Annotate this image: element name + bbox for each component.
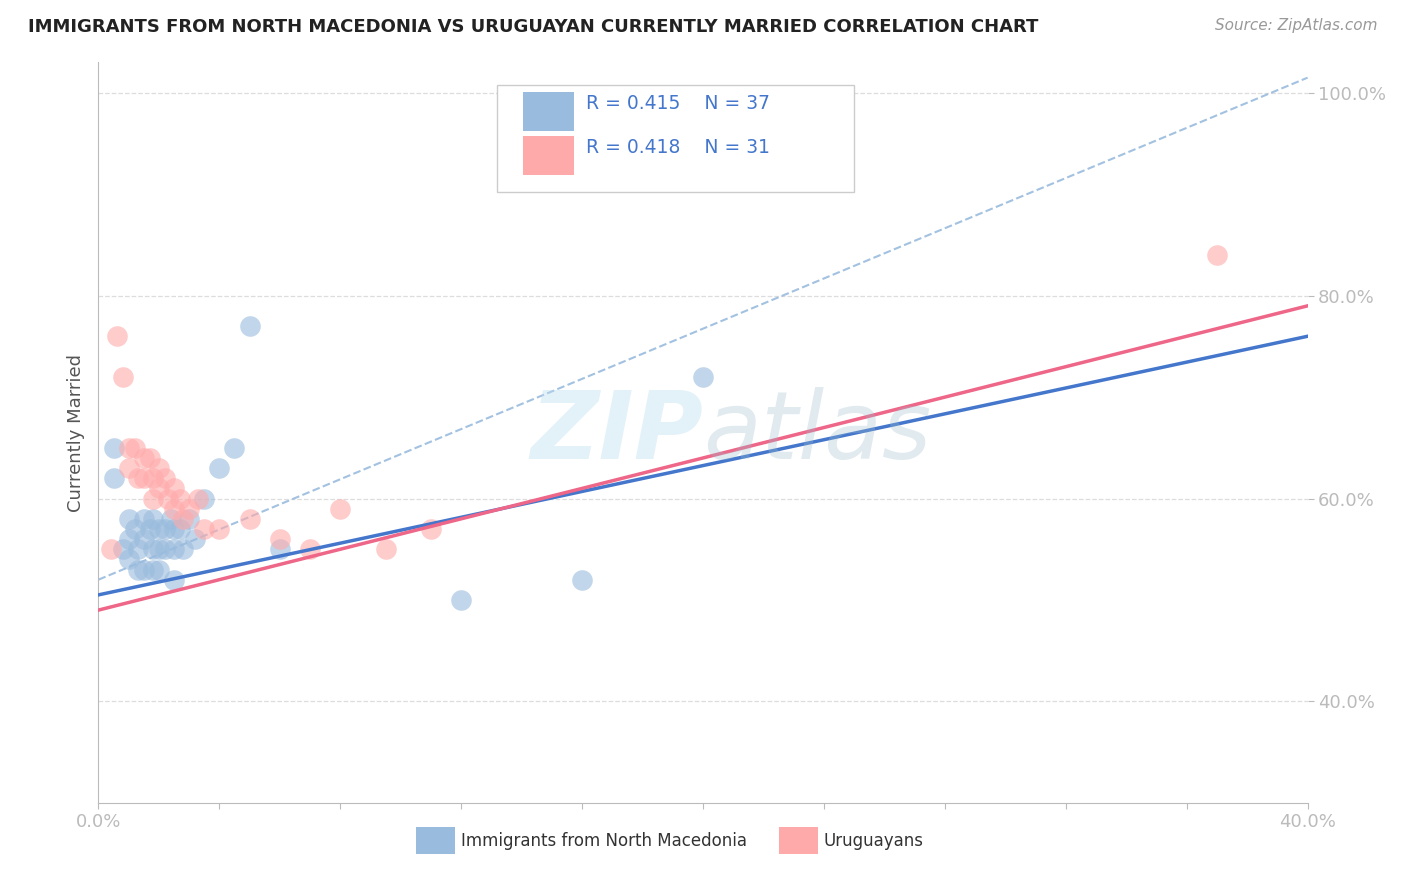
Point bbox=[163, 482, 186, 496]
Point bbox=[163, 522, 186, 536]
Point bbox=[103, 441, 125, 455]
Point bbox=[118, 441, 141, 455]
Point bbox=[193, 522, 215, 536]
Point bbox=[156, 491, 179, 506]
Point bbox=[142, 491, 165, 506]
Text: Immigrants from North Macedonia: Immigrants from North Macedonia bbox=[461, 831, 747, 849]
Point bbox=[127, 542, 149, 557]
Point bbox=[132, 562, 155, 576]
Text: R = 0.415    N = 37: R = 0.415 N = 37 bbox=[586, 94, 769, 112]
Point bbox=[179, 512, 201, 526]
Point bbox=[148, 461, 170, 475]
Point bbox=[118, 512, 141, 526]
Point bbox=[148, 522, 170, 536]
Point bbox=[329, 501, 352, 516]
Point bbox=[148, 482, 170, 496]
Point bbox=[193, 491, 215, 506]
FancyBboxPatch shape bbox=[523, 136, 574, 175]
Point bbox=[374, 542, 396, 557]
Point bbox=[142, 562, 165, 576]
Point bbox=[111, 542, 134, 557]
Point bbox=[208, 461, 231, 475]
Point bbox=[124, 522, 146, 536]
Point bbox=[163, 501, 186, 516]
Point bbox=[420, 522, 443, 536]
Point bbox=[127, 471, 149, 485]
Point bbox=[224, 441, 246, 455]
Point bbox=[450, 593, 472, 607]
Point bbox=[118, 552, 141, 566]
Point bbox=[163, 573, 186, 587]
Point bbox=[160, 512, 183, 526]
Point bbox=[269, 542, 291, 557]
Point bbox=[692, 369, 714, 384]
Point bbox=[239, 319, 262, 334]
Point bbox=[163, 542, 186, 557]
Point bbox=[172, 512, 194, 526]
Point bbox=[169, 522, 191, 536]
Text: IMMIGRANTS FROM NORTH MACEDONIA VS URUGUAYAN CURRENTLY MARRIED CORRELATION CHART: IMMIGRANTS FROM NORTH MACEDONIA VS URUGU… bbox=[28, 18, 1039, 36]
Point bbox=[571, 573, 593, 587]
FancyBboxPatch shape bbox=[498, 85, 855, 192]
Point bbox=[118, 461, 141, 475]
Point bbox=[153, 471, 176, 485]
Text: ZIP: ZIP bbox=[530, 386, 703, 479]
Point bbox=[139, 450, 162, 465]
Point bbox=[148, 542, 170, 557]
Point bbox=[1206, 248, 1229, 262]
Point bbox=[118, 532, 141, 546]
Point bbox=[208, 522, 231, 536]
Point bbox=[142, 542, 165, 557]
Point bbox=[132, 471, 155, 485]
Point bbox=[132, 512, 155, 526]
Text: Uruguayans: Uruguayans bbox=[824, 831, 924, 849]
Text: Source: ZipAtlas.com: Source: ZipAtlas.com bbox=[1215, 18, 1378, 33]
Point bbox=[132, 450, 155, 465]
Point bbox=[239, 512, 262, 526]
Point bbox=[142, 471, 165, 485]
Point bbox=[127, 562, 149, 576]
Point bbox=[124, 441, 146, 455]
Point bbox=[148, 562, 170, 576]
Point bbox=[169, 491, 191, 506]
Point bbox=[153, 522, 176, 536]
Point bbox=[139, 522, 162, 536]
Point bbox=[153, 542, 176, 557]
Text: atlas: atlas bbox=[703, 387, 931, 478]
Point bbox=[111, 369, 134, 384]
FancyBboxPatch shape bbox=[779, 827, 818, 854]
Text: R = 0.418    N = 31: R = 0.418 N = 31 bbox=[586, 138, 769, 157]
Point bbox=[100, 542, 122, 557]
FancyBboxPatch shape bbox=[523, 92, 574, 130]
Point bbox=[132, 532, 155, 546]
FancyBboxPatch shape bbox=[416, 827, 456, 854]
Point bbox=[142, 512, 165, 526]
Point bbox=[187, 491, 209, 506]
Y-axis label: Currently Married: Currently Married bbox=[66, 353, 84, 512]
Point bbox=[184, 532, 207, 546]
Point bbox=[269, 532, 291, 546]
Point bbox=[105, 329, 128, 343]
Point bbox=[172, 542, 194, 557]
Point bbox=[299, 542, 322, 557]
Point bbox=[103, 471, 125, 485]
Point bbox=[179, 501, 201, 516]
